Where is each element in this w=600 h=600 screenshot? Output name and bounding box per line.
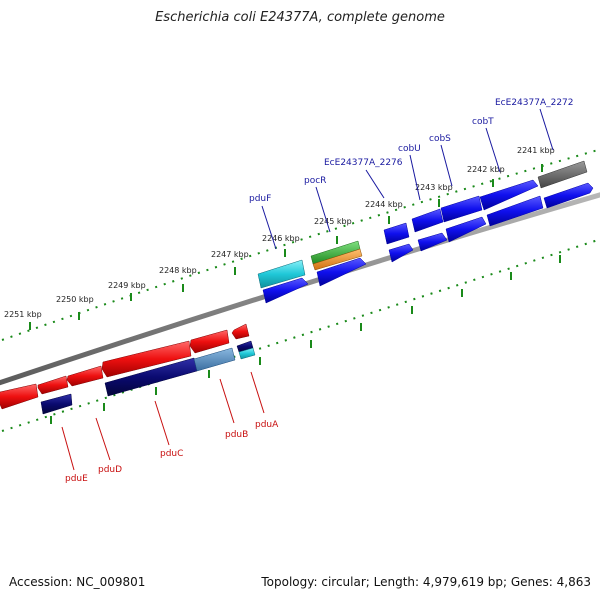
label-line bbox=[409, 154, 421, 201]
scale-label: 2251 kbp bbox=[4, 310, 42, 319]
scale-label: 2248 kbp bbox=[159, 266, 197, 275]
gene-forward bbox=[316, 257, 367, 287]
reverse-track bbox=[0, 323, 256, 415]
outer-tick-ring bbox=[1, 149, 599, 341]
genome-summary-text: Topology: circular; Length: 4,979,619 bp… bbox=[261, 575, 591, 589]
gene-cyan bbox=[238, 347, 256, 360]
label-line bbox=[315, 186, 331, 233]
gene-forward bbox=[479, 179, 539, 211]
gene-reverse bbox=[37, 375, 69, 395]
gene-label: pduA bbox=[255, 420, 279, 430]
gene-gray bbox=[537, 160, 588, 189]
label-line bbox=[95, 417, 111, 461]
gene-label: pduF bbox=[249, 194, 271, 204]
label-line bbox=[440, 144, 453, 187]
gene-reverse bbox=[101, 340, 192, 378]
gene-forward bbox=[440, 195, 483, 223]
accession-text: Accession: NC_009801 bbox=[9, 575, 146, 589]
gene-label: pocR bbox=[304, 176, 326, 186]
scale-label: 2247 kbp bbox=[211, 250, 249, 259]
gene-forward bbox=[388, 243, 414, 263]
gene-label: cobS bbox=[429, 134, 451, 144]
gene-label: cobU bbox=[398, 144, 421, 154]
gene-label: pduE bbox=[65, 474, 88, 484]
gene-forward bbox=[486, 195, 544, 227]
genome-backbone bbox=[0, 192, 600, 386]
gene-reverse bbox=[0, 383, 39, 410]
gene-forward bbox=[543, 182, 594, 209]
gene-pduF bbox=[257, 259, 306, 289]
label-line bbox=[365, 169, 385, 199]
gene-forward bbox=[445, 216, 487, 243]
inner-major-ticks bbox=[50, 255, 561, 424]
gene-reverse bbox=[231, 323, 250, 340]
gene-forward bbox=[383, 222, 410, 245]
label-line bbox=[250, 371, 265, 414]
scale-label: 2242 kbp bbox=[467, 165, 505, 174]
scale-label: 2244 kbp bbox=[365, 200, 403, 209]
label-line bbox=[219, 378, 235, 424]
gene-label: cobT bbox=[472, 117, 494, 127]
gene-steel bbox=[193, 347, 236, 372]
gene-forward bbox=[411, 208, 444, 233]
gene-label: pduB bbox=[225, 430, 248, 440]
scale-label: 2245 kbp bbox=[314, 217, 352, 226]
map-title: Escherichia coli E24377A, complete genom… bbox=[155, 10, 445, 25]
scale-label: 2246 kbp bbox=[262, 234, 300, 243]
gene-label: EcE24377A_2272 bbox=[495, 98, 574, 108]
label-line bbox=[154, 400, 170, 446]
label-line bbox=[539, 108, 554, 151]
gene-forward bbox=[262, 277, 309, 304]
scale-label: 2250 kbp bbox=[56, 295, 94, 304]
scale-label: 2241 kbp bbox=[517, 146, 555, 155]
label-line bbox=[485, 127, 501, 173]
scale-label: 2249 kbp bbox=[108, 281, 146, 290]
gene-label: EcE24377A_2276 bbox=[324, 158, 403, 168]
gene-navy bbox=[40, 393, 73, 415]
scale-label: 2243 kbp bbox=[415, 183, 453, 192]
gene-pocR-orange bbox=[312, 248, 363, 271]
label-line bbox=[61, 426, 75, 471]
forward-track bbox=[257, 160, 594, 304]
label-line bbox=[261, 205, 277, 250]
gene-forward bbox=[417, 232, 448, 252]
gene-reverse bbox=[189, 329, 230, 354]
gene-label: pduC bbox=[160, 449, 183, 459]
gene-label: pduD bbox=[98, 465, 122, 475]
outer-major-ticks bbox=[29, 164, 543, 330]
gene-reverse bbox=[66, 365, 104, 387]
